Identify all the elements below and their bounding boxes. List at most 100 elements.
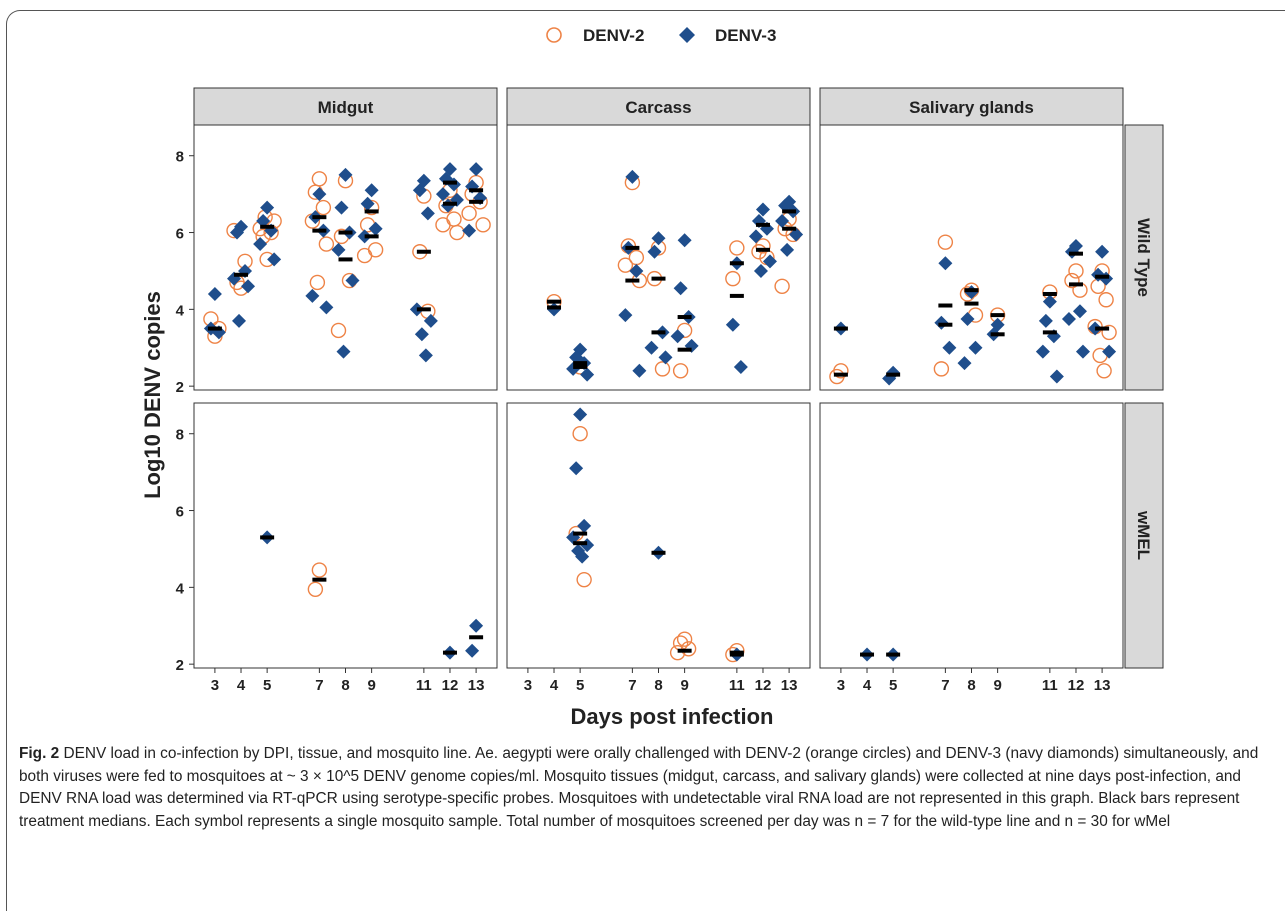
row-strip-wmel <box>1124 402 1164 669</box>
row-strip-label-wild-type: Wild Type <box>1134 218 1153 297</box>
median-bar <box>260 535 275 540</box>
x-tick-label: 5 <box>576 677 584 694</box>
point-denv3 <box>625 169 640 184</box>
panel-wmel-salivary-glands <box>819 402 1124 669</box>
point-denv3 <box>670 329 685 344</box>
x-tick-label: 7 <box>628 677 636 694</box>
median-bar <box>312 215 327 220</box>
x-tick-label: 7 <box>315 677 323 694</box>
median-bar <box>755 222 770 227</box>
y-axis-title: Log10 DENV copies <box>140 291 165 499</box>
median-bar <box>833 326 848 331</box>
point-denv3 <box>677 233 692 248</box>
median-bar <box>469 199 484 204</box>
y-tick-label: 8 <box>176 149 184 166</box>
point-denv3 <box>418 348 433 363</box>
median-bar <box>651 276 666 281</box>
median-bar <box>234 272 249 277</box>
point-denv3 <box>762 254 777 269</box>
x-tick-label: 3 <box>524 677 532 694</box>
caption-text: DENV load in co-infection by DPI, tissue… <box>19 745 1259 830</box>
point-denv3 <box>207 286 222 301</box>
point-denv3 <box>733 359 748 374</box>
median-bar <box>729 652 744 657</box>
point-denv2 <box>654 361 671 377</box>
median-bar <box>469 188 484 193</box>
point-denv3 <box>1095 244 1110 259</box>
point-denv2 <box>576 571 592 588</box>
median-bar <box>1095 326 1110 331</box>
point-denv3 <box>1035 344 1050 359</box>
x-tick-label: 9 <box>680 677 688 694</box>
point-denv3 <box>632 363 647 378</box>
median-bar <box>416 307 431 312</box>
point-denv2 <box>572 426 588 442</box>
legend-denv3-marker <box>679 27 695 43</box>
strip-label-salivary-glands: Salivary glands <box>909 98 1034 117</box>
point-denv2 <box>729 240 745 256</box>
point-denv3 <box>658 350 673 365</box>
median-bar <box>990 332 1005 337</box>
median-bar <box>442 180 457 185</box>
point-denv2 <box>435 217 451 233</box>
y-tick-label: 2 <box>176 379 184 396</box>
x-tick-label: 13 <box>468 677 485 694</box>
strip-midgut <box>193 87 498 126</box>
strip-label-carcass: Carcass <box>625 98 691 117</box>
point-denv3 <box>345 273 360 288</box>
median-bar <box>938 303 953 308</box>
panel-wmel-midgut <box>193 402 498 669</box>
median-bar <box>833 372 848 377</box>
x-tick-label: 11 <box>416 677 432 694</box>
point-denv3 <box>331 242 346 257</box>
point-denv3 <box>336 344 351 359</box>
y-tick-label: 6 <box>176 504 184 521</box>
point-denv2 <box>672 363 689 379</box>
point-denv2 <box>449 224 465 241</box>
median-bar <box>782 226 797 231</box>
median-bar <box>573 531 588 536</box>
x-tick-label: 5 <box>889 677 897 694</box>
x-axis-title: Days post infection <box>571 704 774 729</box>
median-bar <box>677 347 692 352</box>
x-tick-label: 12 <box>1068 677 1085 694</box>
median-bar <box>886 652 901 657</box>
x-tick-label: 12 <box>755 677 772 694</box>
point-denv3 <box>260 200 275 215</box>
y-tick-label: 2 <box>176 657 184 674</box>
x-tick-label: 3 <box>837 677 845 694</box>
median-bar <box>312 577 327 582</box>
faceted-scatter-chart: DENV-2 DENV-3 Midgut Carcass Salivary glands… <box>140 26 1164 729</box>
point-denv2 <box>937 234 954 250</box>
point-denv3 <box>1102 344 1117 359</box>
point-denv3 <box>577 518 592 533</box>
median-bar <box>964 301 979 306</box>
median-bar <box>573 541 588 546</box>
point-denv3 <box>319 300 334 315</box>
x-tick-label: 8 <box>341 677 349 694</box>
point-denv2 <box>1068 263 1084 279</box>
point-denv2 <box>307 581 324 597</box>
y-tick-label: 4 <box>176 302 185 319</box>
point-denv2 <box>1101 324 1117 341</box>
figure-border <box>6 10 1285 911</box>
point-denv2 <box>461 205 477 222</box>
x-tick-label: 4 <box>863 677 872 694</box>
x-tick-label: 4 <box>550 677 559 694</box>
point-denv3 <box>1072 304 1087 319</box>
point-denv3 <box>420 206 435 221</box>
legend-denv3-label: DENV-3 <box>715 26 776 45</box>
point-denv3 <box>1042 294 1057 309</box>
median-bar <box>990 313 1005 318</box>
median-bar <box>573 364 588 369</box>
x-tick-label: 9 <box>993 677 1001 694</box>
y-tick-label: 6 <box>176 226 184 243</box>
caption-label: Fig. 2 <box>19 745 60 762</box>
point-denv3 <box>789 227 804 242</box>
point-denv3 <box>360 196 375 211</box>
panel-wild-type-carcass <box>506 124 811 391</box>
point-denv3 <box>435 187 450 202</box>
point-denv3 <box>968 340 983 355</box>
legend-denv2-marker <box>546 27 562 43</box>
point-denv3 <box>629 263 644 278</box>
